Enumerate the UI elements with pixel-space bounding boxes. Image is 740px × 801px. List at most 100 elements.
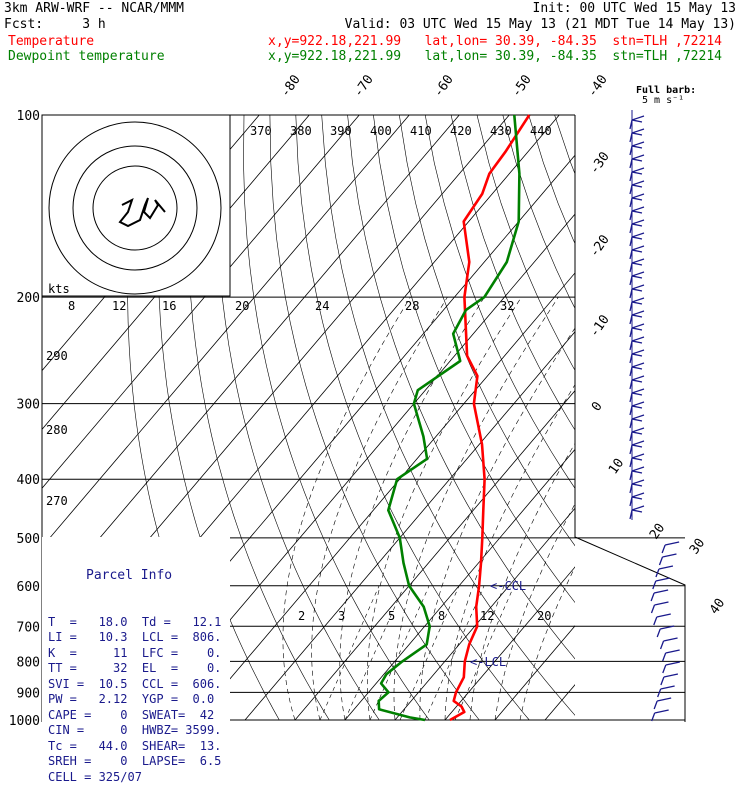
mixing-ratio-label: 3: [338, 609, 345, 623]
pressure-tick-label: 200: [17, 291, 40, 306]
parcel-info-row: SVI = 10.5 CCL = 606.: [48, 677, 230, 693]
wind-barb: [651, 590, 668, 601]
pressure-tick-label: 700: [17, 620, 40, 635]
isotherm-label: 30: [687, 536, 708, 557]
wind-barb: [657, 626, 674, 637]
dry-adiabat-line: [216, 115, 379, 720]
parcel-info-row: K = 11 LFC = 0.: [48, 646, 230, 662]
hodograph-box: [42, 115, 230, 296]
mixing-ratio-label: 12: [480, 609, 494, 623]
wind-barb: [659, 554, 676, 565]
isotherm-label: -80: [278, 72, 304, 100]
temperature-profile: [450, 115, 529, 720]
dry-adiabat-line: [270, 115, 479, 720]
wind-barb: [663, 662, 680, 673]
mixing-ratio-label: 5: [388, 609, 395, 623]
theta-label: 430: [490, 124, 512, 138]
moist-adiabat-line: [420, 297, 596, 720]
dry-adiabat-line: [658, 115, 740, 720]
parcel-info-row: LI = 10.3 LCL = 806.: [48, 630, 230, 646]
mixing-ratio-label: 20: [537, 609, 551, 623]
upper-scale-label: kts: [48, 282, 70, 296]
mixing-ratio-line: [320, 586, 379, 720]
parcel-info-row: SREH = 0 LAPSE= 6.5: [48, 754, 230, 770]
side-scale-label: 290: [46, 349, 68, 363]
dry-adiabat-line: [348, 115, 630, 720]
isotherm-label: -70: [351, 72, 377, 100]
side-scale-label: 280: [46, 423, 68, 437]
isotherm-label: -50: [509, 72, 535, 100]
wind-barb: [662, 542, 679, 553]
dry-adiabat-line: [503, 115, 740, 720]
upper-scale-label: 8: [68, 299, 75, 313]
pressure-tick-label: 300: [17, 398, 40, 413]
mixing-ratio-label: 2: [298, 609, 305, 623]
dry-adiabat-line: [451, 115, 740, 720]
theta-label: 410: [410, 124, 432, 138]
parcel-info-row: TT = 32 EL = 0.: [48, 661, 230, 677]
upper-scale-label: 28: [405, 299, 419, 313]
isotherm-line: [595, 115, 740, 720]
parcel-info-row: PW = 2.12 YGP = 0.0: [48, 692, 230, 708]
isotherm-label: -20: [587, 232, 613, 260]
pressure-tick-label: 900: [17, 686, 40, 701]
upper-scale-label: 32: [500, 299, 514, 313]
theta-label: 390: [330, 124, 352, 138]
isotherm-label: 40: [707, 596, 728, 617]
parcel-info-row: T = 18.0 Td = 12.1: [48, 615, 230, 631]
mixing-ratio-label: 8: [438, 609, 445, 623]
wind-barbs: [630, 110, 680, 721]
dry-adiabat-line: [606, 115, 740, 720]
isotherm-label: 10: [606, 456, 627, 477]
wind-barb: [653, 578, 670, 589]
pressure-tick-label: 500: [17, 532, 40, 547]
wind-barb: [661, 674, 678, 685]
ccl-annotation: <-CCL: [490, 579, 526, 593]
dry-adiabat-line: [684, 115, 740, 720]
moist-adiabat-line: [283, 297, 411, 720]
parcel-info-row: CIN = 0 HWBZ= 3599.: [48, 723, 230, 739]
moist-adiabat-line: [312, 297, 448, 720]
theta-label: 400: [370, 124, 392, 138]
mixing-ratio-line: [345, 586, 404, 720]
isotherm-line: [295, 115, 740, 720]
dry-adiabat-line: [373, 115, 679, 720]
dry-adiabat-line: [477, 115, 740, 720]
wind-barb: [656, 566, 673, 577]
isotherm-label: -30: [587, 149, 613, 177]
isotherm-label: -40: [585, 72, 611, 100]
theta-label: 370: [250, 124, 272, 138]
dry-adiabat-line: [632, 115, 740, 720]
mixing-ratio-line: [400, 586, 459, 720]
dry-adiabat-line: [244, 115, 430, 720]
parcel-info-row: Tc = 44.0 SHEAR= 13.: [48, 739, 230, 755]
pressure-tick-label: 100: [17, 109, 40, 124]
pressure-tick-label: 400: [17, 473, 40, 488]
dry-adiabat-line: [529, 115, 740, 720]
lcl-annotation: <-LCL: [470, 655, 506, 669]
theta-label: 380: [290, 124, 312, 138]
wind-barb: [651, 602, 668, 613]
upper-scale-label: 12: [112, 299, 126, 313]
parcel-info-title: Parcel Info: [42, 568, 230, 584]
hodograph-inset: [42, 115, 230, 296]
pressure-tick-label: 600: [17, 580, 40, 595]
isotherm-label: 0: [589, 399, 606, 414]
pressure-tick-label: 1000: [9, 714, 40, 729]
wind-barb: [654, 614, 671, 625]
dry-adiabat-line: [322, 115, 580, 720]
upper-scale-label: 20: [235, 299, 249, 313]
theta-label: 420: [450, 124, 472, 138]
parcel-info-row: CAPE = 0 SWEAT= 42: [48, 708, 230, 724]
side-scale-label: 270: [46, 494, 68, 508]
upper-scale-label: 16: [162, 299, 176, 313]
profiles: [379, 115, 530, 720]
wind-barb: [658, 686, 675, 697]
isotherm-label: -60: [431, 72, 457, 100]
wind-barb: [663, 650, 680, 661]
isotherm-label: 20: [647, 521, 668, 542]
upper-scale-label: 24: [315, 299, 329, 313]
theta-label: 440: [530, 124, 552, 138]
dry-adiabat-line: [399, 115, 729, 720]
